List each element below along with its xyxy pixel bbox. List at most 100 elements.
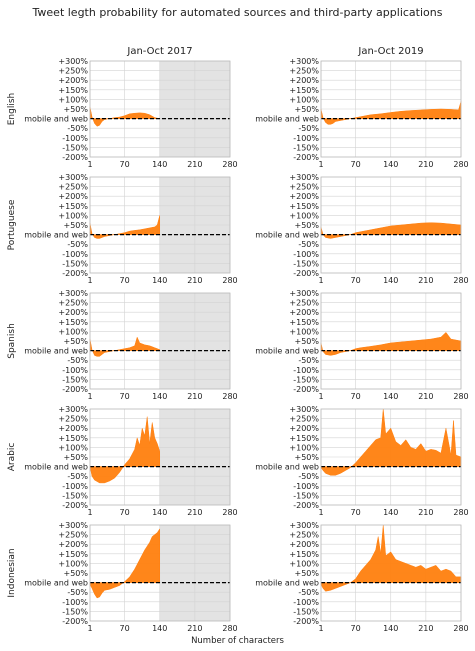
- y-tick-label: -50%: [298, 472, 319, 481]
- panel-spanish-0: +300%+250%+200%+150%+100%+50%mobile and …: [24, 289, 237, 401]
- panel-english-1: +300%+250%+200%+150%+100%+50%mobile and …: [255, 57, 468, 169]
- y-tick-label: +300%: [58, 521, 88, 530]
- y-tick-label: mobile and web: [24, 115, 88, 124]
- y-tick-label: +150%: [289, 86, 319, 95]
- panel-frame: [320, 408, 462, 506]
- y-tick-label: +300%: [58, 289, 88, 298]
- figure-title: Tweet legth probability for automated so…: [32, 6, 443, 19]
- panel-frame: [89, 60, 231, 158]
- row-label-spanish: Spanish: [7, 323, 17, 359]
- panel-frame: [320, 292, 462, 390]
- y-tick-label: -100%: [293, 134, 319, 143]
- y-tick-label: +50%: [295, 221, 320, 230]
- y-tick-label: -200%: [293, 269, 319, 278]
- series-area-english-0: [89, 107, 160, 127]
- y-tick-label: -150%: [293, 607, 319, 616]
- y-tick-label: +100%: [58, 559, 88, 568]
- y-tick-label: +300%: [289, 405, 319, 414]
- y-tick-label: +50%: [64, 105, 89, 114]
- x-tick-label: 210: [187, 508, 202, 517]
- x-tick-label: 70: [351, 160, 361, 169]
- y-tick-label: +150%: [289, 318, 319, 327]
- series-area-indonesian-0: [89, 528, 160, 599]
- panel-portuguese-0: +300%+250%+200%+150%+100%+50%mobile and …: [24, 173, 237, 285]
- x-tick-label: 280: [222, 160, 237, 169]
- y-tick-label: +50%: [64, 453, 89, 462]
- y-tick-label: +50%: [64, 569, 89, 578]
- x-axis-label: Number of characters: [191, 636, 284, 646]
- y-tick-label: -200%: [293, 617, 319, 626]
- y-tick-label: +50%: [64, 221, 89, 230]
- y-tick-label: +100%: [289, 327, 319, 336]
- x-tick-label: 210: [418, 508, 433, 517]
- x-tick-label: 70: [120, 392, 130, 401]
- panel-frame: [89, 176, 231, 274]
- panel-frame: [89, 524, 231, 622]
- y-tick-label: mobile and web: [255, 463, 319, 472]
- panel-frame: [89, 408, 231, 506]
- y-tick-label: +150%: [58, 86, 88, 95]
- y-tick-label: -100%: [293, 366, 319, 375]
- row-label-indonesian: Indonesian: [7, 548, 17, 597]
- x-tick-label: 70: [351, 508, 361, 517]
- series-area-spanish-0: [89, 336, 160, 357]
- y-tick-label: -100%: [62, 598, 88, 607]
- y-tick-label: -150%: [293, 491, 319, 500]
- y-tick-label: mobile and web: [24, 231, 88, 240]
- y-tick-label: +50%: [295, 453, 320, 462]
- y-tick-label: -100%: [62, 482, 88, 491]
- panel-frame: [320, 176, 462, 274]
- y-tick-label: +250%: [289, 67, 319, 76]
- y-tick-label: -50%: [298, 588, 319, 597]
- y-tick-label: +150%: [58, 550, 88, 559]
- x-tick-label: 140: [152, 624, 167, 633]
- y-tick-label: +150%: [58, 202, 88, 211]
- y-tick-label: -50%: [298, 240, 319, 249]
- y-tick-label: +250%: [58, 183, 88, 192]
- x-tick-label: 1: [318, 160, 323, 169]
- x-tick-label: 70: [120, 276, 130, 285]
- x-tick-label: 1: [87, 160, 92, 169]
- x-tick-label: 1: [87, 508, 92, 517]
- y-tick-label: -200%: [62, 269, 88, 278]
- y-tick-label: mobile and web: [24, 463, 88, 472]
- y-tick-label: +200%: [289, 540, 319, 549]
- panel-frame: [320, 524, 462, 622]
- y-tick-label: +200%: [289, 424, 319, 433]
- y-tick-label: mobile and web: [255, 231, 319, 240]
- y-tick-label: -150%: [62, 143, 88, 152]
- y-tick-label: +300%: [289, 289, 319, 298]
- y-tick-label: +300%: [289, 173, 319, 182]
- y-tick-label: +300%: [289, 521, 319, 530]
- y-tick-label: +200%: [58, 540, 88, 549]
- x-tick-label: 1: [87, 276, 92, 285]
- series-area-arabic-0: [89, 416, 160, 484]
- y-tick-label: +50%: [295, 337, 320, 346]
- y-tick-label: mobile and web: [24, 579, 88, 588]
- y-tick-label: -150%: [62, 607, 88, 616]
- y-tick-label: -50%: [67, 588, 88, 597]
- x-tick-label: 70: [351, 392, 361, 401]
- y-tick-label: +200%: [58, 308, 88, 317]
- y-tick-label: +100%: [289, 95, 319, 104]
- x-tick-label: 140: [383, 392, 398, 401]
- x-tick-label: 1: [318, 508, 323, 517]
- y-tick-label: mobile and web: [255, 579, 319, 588]
- y-tick-label: +100%: [289, 559, 319, 568]
- x-tick-label: 140: [383, 624, 398, 633]
- y-tick-label: +300%: [58, 57, 88, 66]
- y-tick-label: +250%: [58, 299, 88, 308]
- x-tick-label: 1: [318, 624, 323, 633]
- y-tick-label: -200%: [62, 153, 88, 162]
- x-tick-label: 280: [453, 276, 468, 285]
- y-tick-label: +100%: [289, 443, 319, 452]
- y-tick-label: +200%: [58, 424, 88, 433]
- y-tick-label: +100%: [58, 211, 88, 220]
- y-tick-label: +300%: [289, 57, 319, 66]
- panel-indonesian-0: +300%+250%+200%+150%+100%+50%mobile and …: [24, 521, 237, 633]
- column-title-0: Jan-Oct 2017: [126, 46, 192, 57]
- panel-spanish-1: +300%+250%+200%+150%+100%+50%mobile and …: [255, 289, 468, 401]
- x-tick-label: 210: [418, 160, 433, 169]
- y-tick-label: -50%: [67, 356, 88, 365]
